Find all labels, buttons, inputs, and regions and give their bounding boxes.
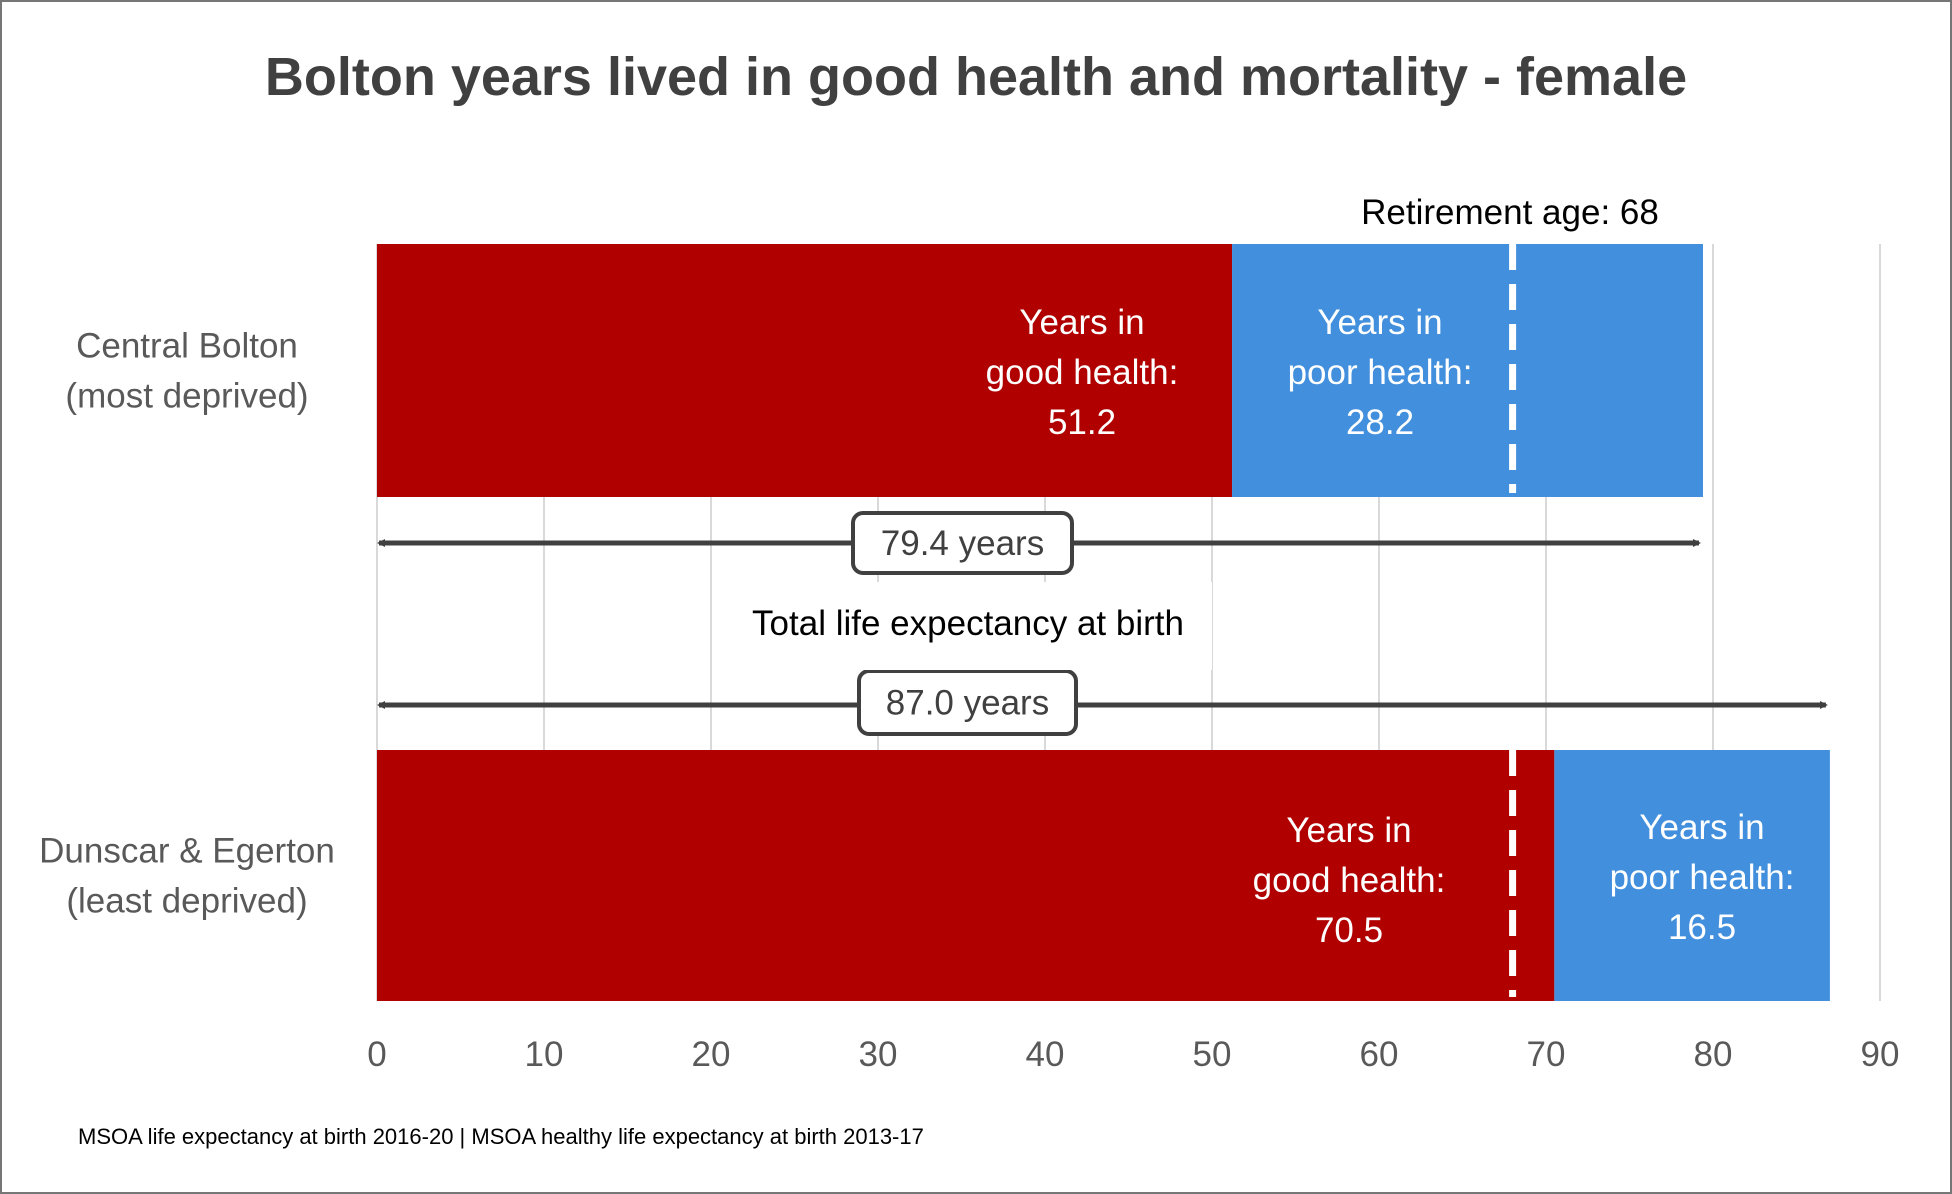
x-tick-80: 80: [1694, 1035, 1733, 1074]
total-annotation: Total life expectancy at birth: [752, 604, 1184, 643]
category-label-0: Central Bolton (most deprived): [65, 327, 308, 416]
total-annotation-bg: [712, 582, 1212, 670]
total-label-1: 87.0 years: [886, 684, 1049, 723]
category-labels: Central Bolton (most deprived) Dunscar & E…: [39, 327, 335, 921]
annotations: Years in good health: 51.2 Years in poor hea…: [377, 303, 1828, 950]
x-tick-60: 60: [1360, 1035, 1399, 1074]
bar-poor-health-1: [1554, 750, 1830, 1001]
category-label-1: Dunscar & Egerton (least deprived): [39, 832, 335, 921]
x-tick-90: 90: [1861, 1035, 1900, 1074]
x-tick-10: 10: [525, 1035, 564, 1074]
total-box-1: [857, 669, 1078, 736]
bar-poor-health-0: [1232, 244, 1703, 497]
x-tick-0: 0: [367, 1035, 386, 1074]
segment-label-good-0: Years in good health: 51.2: [986, 303, 1179, 442]
x-tick-50: 50: [1193, 1035, 1232, 1074]
retirement-lines: Retirement age: 68: [1361, 193, 1659, 997]
bar-good-health-1: [377, 750, 1555, 1001]
bars: [377, 244, 1830, 1001]
source-note: MSOA life expectancy at birth 2016-20 | …: [78, 1124, 924, 1149]
total-box-0: [851, 511, 1074, 575]
chart-title: Bolton years lived in good health and mo…: [265, 47, 1687, 107]
segment-label-good-1: Years in good health: 70.5: [1253, 811, 1446, 950]
x-tick-labels: 0 10 20 30 40 50 60 70 80 90: [367, 1035, 1899, 1074]
total-label-0: 79.4 years: [881, 524, 1044, 563]
retirement-label: Retirement age: 68: [1361, 193, 1659, 232]
x-tick-70: 70: [1527, 1035, 1566, 1074]
bar-good-health-0: [377, 244, 1233, 497]
x-tick-40: 40: [1026, 1035, 1065, 1074]
x-tick-30: 30: [859, 1035, 898, 1074]
segment-label-poor-1: Years in poor health: 16.5: [1610, 808, 1795, 947]
segment-label-poor-0: Years in poor health: 28.2: [1288, 303, 1473, 442]
x-tick-20: 20: [692, 1035, 731, 1074]
